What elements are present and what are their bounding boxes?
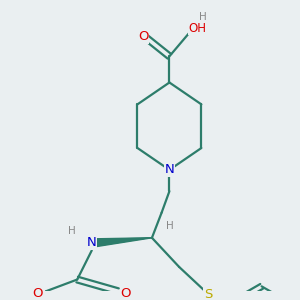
Text: H: H [68, 226, 76, 236]
Polygon shape [97, 238, 152, 247]
Text: O: O [32, 286, 43, 300]
Text: S: S [204, 288, 212, 300]
Text: H: H [199, 13, 206, 22]
Text: N: N [87, 236, 97, 249]
Text: O: O [138, 30, 148, 44]
Text: OH: OH [189, 22, 207, 34]
Text: O: O [121, 286, 131, 300]
Text: H: H [166, 221, 173, 231]
Text: N: N [164, 164, 174, 176]
